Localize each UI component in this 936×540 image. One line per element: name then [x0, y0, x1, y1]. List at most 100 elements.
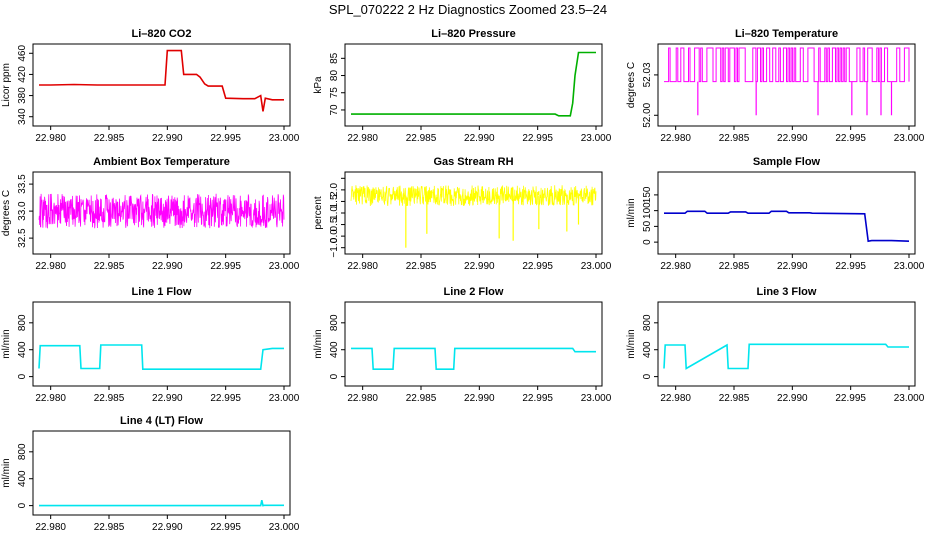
- chart-title: Li–820 CO2: [132, 28, 192, 40]
- x-tick-label: 23.000: [894, 393, 925, 404]
- y-tick-label: 1.5: [329, 194, 340, 208]
- x-tick-label: 22.990: [152, 393, 183, 404]
- chart-title: Sample Flow: [753, 156, 821, 168]
- y-tick-label: 800: [17, 314, 28, 331]
- y-tick-label: 80: [329, 70, 340, 82]
- chart-panel-10: Line 4 (LT) Flow ml/min 0 400 800 22.980 22.98…: [1, 415, 300, 533]
- figure-title: SPL_070222 2 Hz Diagnostics Zoomed 23.5–…: [328, 2, 608, 17]
- y-tick-label: 0.0: [329, 229, 340, 243]
- y-axis-label: degrees C: [1, 190, 12, 236]
- x-tick-label: 22.990: [152, 261, 183, 272]
- y-axis-label: ml/min: [626, 198, 637, 227]
- x-tick-label: 22.995: [835, 133, 866, 144]
- plot-frame: [32, 43, 291, 127]
- x-tick-label: 22.980: [35, 393, 66, 404]
- series-line: [351, 51, 596, 117]
- chart-title: Line 4 (LT) Flow: [120, 415, 203, 427]
- y-axis-label: ml/min: [626, 329, 637, 358]
- plot-frame: [32, 171, 291, 255]
- x-tick-label: 22.995: [835, 261, 866, 272]
- y-tick-label: 340: [17, 108, 28, 125]
- y-tick-label: 0: [642, 373, 653, 379]
- plot-frame: [657, 43, 916, 127]
- chart-title: Gas Stream RH: [433, 156, 513, 168]
- y-tick-label: 460: [17, 45, 28, 62]
- series-line: [350, 185, 597, 207]
- x-tick-label: 23.000: [581, 133, 612, 144]
- y-tick-label: 0: [17, 373, 28, 379]
- x-tick-label: 23.000: [894, 261, 925, 272]
- chart-title: Li–820 Pressure: [431, 28, 515, 40]
- x-tick-label: 22.985: [94, 133, 125, 144]
- y-tick-label: 800: [329, 314, 340, 331]
- y-tick-label: 100: [642, 202, 653, 219]
- chart-title: Li–820 Temperature: [735, 28, 838, 40]
- chart-panel-7: Line 1 Flow ml/min 0 400 800 22.980 22.985 22.9…: [1, 286, 300, 404]
- y-tick-label: 0.5: [329, 217, 340, 231]
- chart-title: Line 2 Flow: [444, 286, 504, 298]
- y-tick-label: 32.5: [17, 228, 28, 248]
- x-tick-label: 22.990: [777, 133, 808, 144]
- y-tick-label: 0: [17, 502, 28, 508]
- y-tick-label: 0: [329, 373, 340, 379]
- y-tick-label: 75: [329, 87, 340, 99]
- series-line: [351, 347, 596, 370]
- series-line: [38, 344, 284, 370]
- x-tick-label: 22.985: [94, 522, 125, 533]
- series-line: [39, 49, 284, 112]
- chart-panel-9: Line 3 Flow ml/min 0 400 800 22.980 22.985 22.9…: [626, 286, 925, 404]
- y-tick-label: 70: [329, 104, 340, 116]
- x-tick-label: 22.980: [35, 133, 66, 144]
- y-tick-label: 52.00: [642, 102, 653, 127]
- x-tick-label: 22.995: [210, 133, 241, 144]
- plot-frame: [344, 43, 603, 127]
- x-tick-label: 23.000: [269, 522, 300, 533]
- plot-frame: [32, 301, 291, 387]
- chart-title: Line 3 Flow: [757, 286, 817, 298]
- plot-frame: [344, 301, 603, 387]
- x-tick-label: 22.995: [522, 261, 553, 272]
- y-tick-label: 0: [642, 239, 653, 245]
- chart-panel-4: Ambient Box Temperature degrees C 32.5 33.0…: [1, 156, 300, 272]
- chart-panel-1: Li–820 CO2 Licor ppm 340 380 420 460 22.980 22.…: [1, 28, 300, 144]
- y-tick-label: 33.5: [17, 174, 28, 194]
- y-tick-label: 380: [17, 87, 28, 104]
- x-tick-label: 22.980: [35, 522, 66, 533]
- x-tick-label: 22.995: [522, 393, 553, 404]
- x-tick-label: 22.995: [835, 393, 866, 404]
- x-tick-label: 22.990: [152, 133, 183, 144]
- chart-panel-2: Li–820 Pressure kPa 70 75 80 85 22.980 22.985 22…: [313, 28, 612, 144]
- series-line: [664, 210, 910, 243]
- series-line: [38, 193, 285, 229]
- series-line: [39, 500, 284, 507]
- series-line: [663, 343, 909, 370]
- y-tick-label: 400: [329, 341, 340, 358]
- x-tick-label: 23.000: [581, 261, 612, 272]
- y-tick-label: 800: [642, 314, 653, 331]
- y-axis-label: ml/min: [313, 329, 324, 358]
- x-tick-label: 22.980: [660, 393, 691, 404]
- chart-panel-8: Line 2 Flow ml/min 0 400 800 22.980 22.985 22.9…: [313, 286, 612, 404]
- x-tick-label: 22.985: [719, 261, 750, 272]
- x-tick-label: 22.980: [347, 393, 378, 404]
- x-tick-label: 22.985: [406, 133, 437, 144]
- y-tick-label: 85: [329, 52, 340, 64]
- y-tick-label: 800: [17, 443, 28, 460]
- y-tick-label: 150: [642, 186, 653, 203]
- chart-title: Line 1 Flow: [132, 286, 192, 298]
- x-tick-label: 22.985: [94, 261, 125, 272]
- y-axis-label: degrees C: [626, 62, 637, 108]
- chart-title: Ambient Box Temperature: [93, 156, 230, 168]
- y-tick-label: 33.0: [17, 201, 28, 221]
- x-tick-label: 22.985: [406, 393, 437, 404]
- x-tick-label: 22.985: [406, 261, 437, 272]
- y-axis-label: kPa: [313, 76, 324, 94]
- x-tick-label: 22.990: [777, 261, 808, 272]
- x-tick-label: 22.985: [719, 133, 750, 144]
- y-axis-label: ml/min: [1, 329, 12, 358]
- y-axis-label: percent: [313, 196, 324, 230]
- x-tick-label: 22.995: [210, 522, 241, 533]
- x-tick-label: 22.990: [464, 393, 495, 404]
- x-tick-label: 23.000: [894, 133, 925, 144]
